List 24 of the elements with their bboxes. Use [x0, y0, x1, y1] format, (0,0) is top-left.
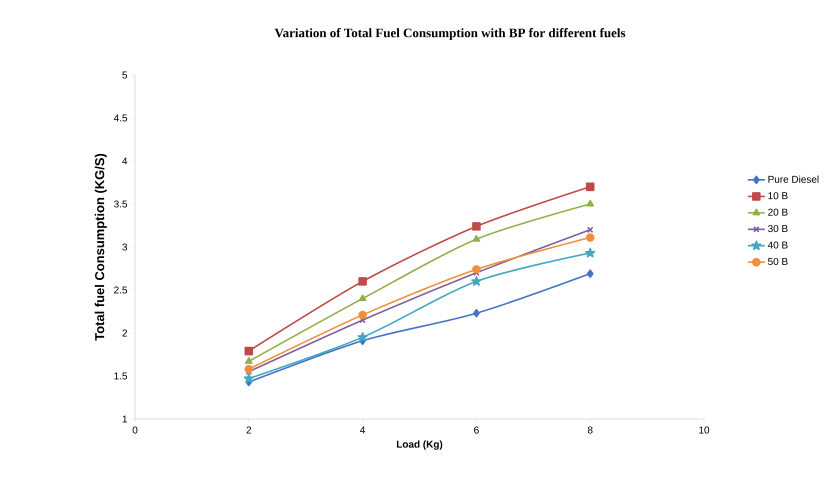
y-tick-label: 3 [122, 243, 128, 251]
y-tick-label: 4 [122, 158, 128, 164]
y-tick-label: 4.5 [114, 114, 128, 122]
x-tick-label: 8 [588, 426, 593, 434]
y-tick-label: 3.5 [114, 200, 128, 208]
legend-label: Pure Diesel [768, 176, 818, 183]
x-axis-title: Load (Kg) [396, 440, 442, 450]
legend-label: 30 B [768, 225, 788, 232]
legend-label: 50 B [768, 258, 788, 265]
legend-label: 20 B [768, 208, 788, 216]
x-tick-label: 4 [360, 426, 366, 434]
x-tick-label: 10 [699, 426, 710, 434]
y-axis-title: Total fuel Consumption (KG/S) [94, 154, 107, 341]
legend-label: 40 B [768, 242, 788, 249]
y-tick-label: 1.5 [114, 372, 128, 380]
y-tick-label: 5 [122, 72, 128, 78]
chart-title: Variation of Total Fuel Consumption with BP for different fuels [274, 28, 626, 40]
x-tick-label: 6 [474, 426, 479, 434]
legend-label: 10 B [768, 192, 788, 200]
y-tick-label: 2.5 [114, 286, 128, 294]
x-tick-label: 2 [246, 426, 252, 434]
y-tick-label: 2 [122, 330, 127, 336]
x-tick-label: 0 [132, 426, 138, 434]
y-tick-label: 1 [122, 416, 128, 422]
